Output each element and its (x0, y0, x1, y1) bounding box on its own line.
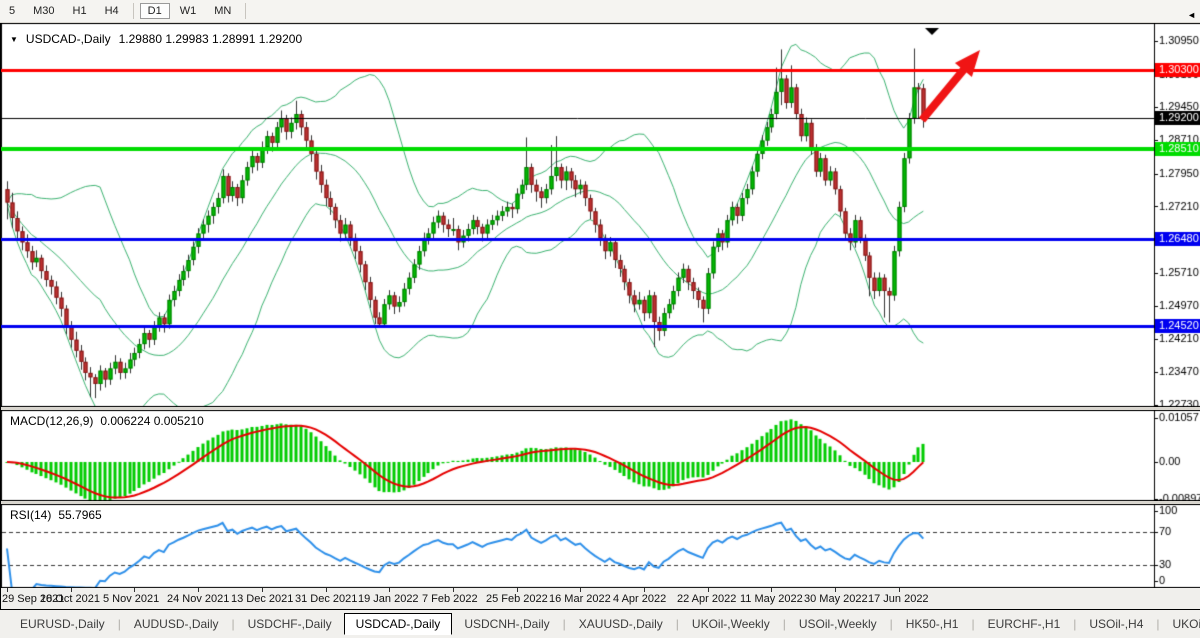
date-label: 30 May 2022 (804, 593, 868, 605)
date-tick (644, 588, 645, 592)
date-tick (453, 588, 454, 592)
date-tick (134, 588, 135, 592)
date-label: 19 Jan 2022 (358, 593, 419, 605)
date-label: 13 Dec 2021 (231, 593, 294, 605)
date-tick (771, 588, 772, 592)
tab-separator: | (675, 617, 679, 631)
date-label: 29 Sep 2021 (2, 593, 65, 605)
date-label: 18 Oct 2021 (40, 593, 100, 605)
date-tick (389, 588, 390, 592)
date-tick (326, 588, 327, 592)
date-tick (580, 588, 581, 592)
rsi-value: 55.7965 (58, 508, 102, 522)
tab-scroll-left-icon[interactable]: ◄ (1187, 10, 1196, 20)
tab-usoil-weekly[interactable]: USOil-,Weekly (798, 617, 877, 631)
date-label: 22 Apr 2022 (677, 593, 737, 605)
date-tick (7, 588, 8, 592)
timeframe-h4[interactable]: H4 (104, 5, 119, 17)
tab-separator: | (971, 617, 975, 631)
date-label: 4 Apr 2022 (613, 593, 667, 605)
date-axis[interactable]: 29 Sep 2021 18 Oct 2021 5 Nov 2021 24 Nov 2… (1, 588, 1200, 610)
date-tick (899, 588, 900, 592)
timeframe-h1[interactable]: H1 (72, 5, 87, 17)
tab-separator: | (562, 617, 566, 631)
timeframe-m30[interactable]: M30 (33, 5, 55, 17)
date-tick (198, 588, 199, 592)
timeframe-toolbar: 5 M30 H1 H4 D1 W1 MN (0, 0, 1200, 23)
rsi-panel-canvas[interactable] (1, 504, 1200, 588)
date-label: 31 Dec 2021 (295, 593, 358, 605)
chart-dropdown-icon[interactable]: ▼ (10, 34, 18, 44)
date-label: 11 May 2022 (740, 593, 803, 605)
toolbar-separator (245, 3, 247, 19)
chart-title: ▼ USDCAD-,Daily 1.29880 1.29983 1.28991 … (10, 32, 302, 46)
tab-separator: | (1073, 617, 1077, 631)
tab-usoil-h4[interactable]: USOil-,H4 (1089, 617, 1144, 631)
tab-separator: | (889, 617, 893, 631)
toolbar-separator (132, 3, 134, 19)
tab-usdcad-daily[interactable]: USDCAD-,Daily (343, 613, 453, 635)
tab-usdcnh-daily[interactable]: USDCNH-,Daily (464, 617, 550, 631)
date-label: 16 Mar 2022 (549, 593, 611, 605)
chart-symbol-label: USDCAD-,Daily (25, 32, 111, 46)
date-label: 7 Feb 2022 (422, 593, 478, 605)
chart-ohlc-values: 1.29880 1.29983 1.28991 1.29200 (118, 32, 303, 46)
macd-indicator-label: MACD(12,26,9) 0.006224 0.005210 (10, 414, 204, 428)
timeframe-d1[interactable]: D1 (139, 3, 170, 19)
date-tick (262, 588, 263, 592)
tab-eurchf-h1[interactable]: EURCHF-,H1 (987, 617, 1061, 631)
chart-tabs: EURUSD-,Daily | AUDUSD-,Daily | USDCHF-,Dail… (0, 610, 1200, 638)
main-chart-canvas[interactable] (1, 23, 1200, 407)
date-label: 24 Nov 2021 (167, 593, 230, 605)
macd-panel-canvas[interactable] (1, 410, 1200, 501)
tab-separator: | (1156, 617, 1160, 631)
tab-separator: | (231, 617, 235, 631)
timeframe-5[interactable]: 5 (9, 5, 16, 17)
tab-hk50-h1[interactable]: HK50-,H1 (905, 617, 959, 631)
rsi-label: RSI(14) (10, 508, 52, 522)
macd-values: 0.006224 0.005210 (100, 414, 204, 428)
date-tick (835, 588, 836, 592)
tab-eurusd-daily[interactable]: EURUSD-,Daily (20, 617, 105, 631)
tab-ukoil-weekly[interactable]: UKOil-,Weekly (691, 617, 770, 631)
date-label: 17 Jun 2022 (868, 593, 929, 605)
date-tick (708, 588, 709, 592)
date-tick (71, 588, 72, 592)
date-label: 25 Feb 2022 (486, 593, 548, 605)
timeframe-w1[interactable]: W1 (179, 5, 197, 17)
rsi-indicator-label: RSI(14) 55.7965 (10, 508, 102, 522)
date-tick (517, 588, 518, 592)
timeframe-mn[interactable]: MN (214, 5, 232, 17)
tab-ukoil-h4[interactable]: UKOil-,H4 (1172, 617, 1200, 631)
date-label: 5 Nov 2021 (103, 593, 160, 605)
tab-audusd-daily[interactable]: AUDUSD-,Daily (133, 617, 219, 631)
tab-separator: | (117, 617, 121, 631)
tab-separator: | (782, 617, 786, 631)
macd-label: MACD(12,26,9) (10, 414, 94, 428)
tab-usdchf-daily[interactable]: USDCHF-,Daily (247, 617, 332, 631)
chart-window: ▼ USDCAD-,Daily 1.29880 1.29983 1.28991 … (0, 23, 1200, 610)
tab-xauusd-daily[interactable]: XAUUSD-,Daily (578, 617, 663, 631)
